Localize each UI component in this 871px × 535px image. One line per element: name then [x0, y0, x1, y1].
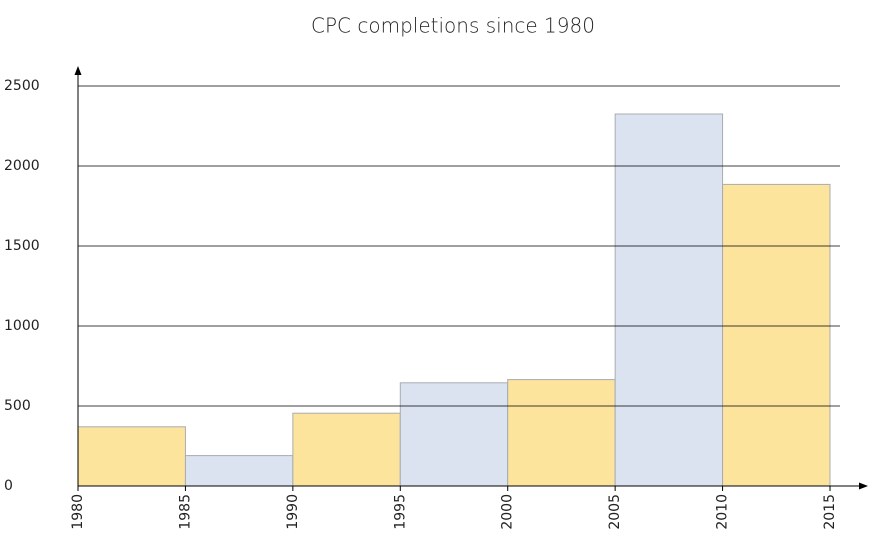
bar [614, 113, 724, 487]
bar [77, 426, 186, 487]
y-tick-label: 2000 [4, 158, 40, 174]
x-tick-label: 1980 [70, 494, 86, 530]
x-tick-label: 1990 [285, 494, 301, 530]
y-tick-label: 1000 [4, 318, 40, 334]
bar [722, 183, 831, 487]
x-tick-label: 2005 [607, 494, 623, 530]
y-tick-label: 1500 [4, 238, 40, 254]
bar [399, 382, 509, 487]
chart-title: CPC completions since 1980 [311, 14, 595, 38]
x-tick-label: 1985 [177, 494, 193, 530]
y-tick-label: 0 [4, 478, 13, 494]
bar [507, 379, 616, 487]
x-tick-label: 2015 [822, 494, 838, 530]
y-axis-arrow [74, 66, 82, 75]
x-tick-label: 1995 [392, 494, 408, 530]
bar [292, 412, 401, 487]
x-axis-arrow [859, 482, 868, 490]
y-tick-label: 2500 [4, 78, 40, 94]
bar [184, 455, 294, 487]
x-tick-label: 2010 [715, 494, 731, 530]
x-tick-label: 2000 [500, 494, 516, 530]
y-tick-label: 500 [4, 398, 31, 414]
